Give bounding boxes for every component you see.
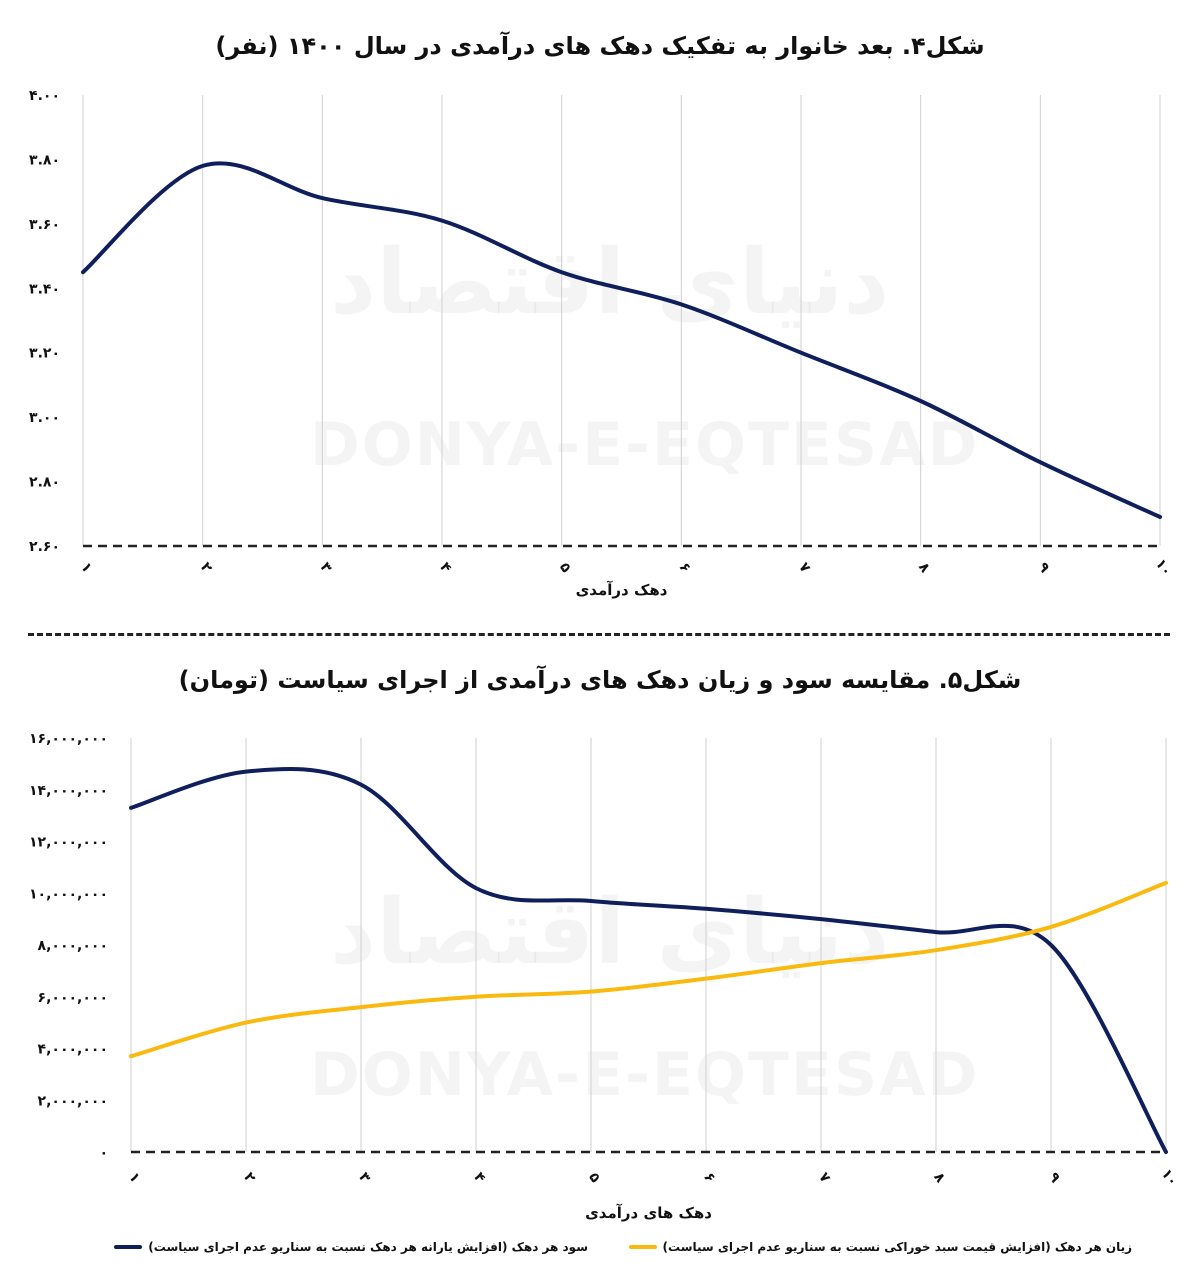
legend-swatch-loss bbox=[628, 1245, 657, 1249]
chart1-y-tick-label: ۲.۸۰ bbox=[29, 475, 60, 491]
chart1-series-line-0 bbox=[81, 161, 1162, 519]
chart2-series-line-0 bbox=[129, 766, 1168, 1154]
chart2-y-tick-label: ۶,۰۰۰,۰۰۰ bbox=[38, 990, 108, 1006]
chart1-household-size: ۲.۶۰۲.۸۰۳.۰۰۳.۲۰۳.۴۰۳.۶۰۳.۸۰۴.۰۰۱ ۲ ۳ ۴ ۵ ۶ ۷ ۸… bbox=[29, 88, 1175, 599]
chart2-x-tick-label: ۳ bbox=[355, 1170, 373, 1187]
section-divider bbox=[28, 633, 1170, 636]
chart1-y-tick-label: ۴.۰۰ bbox=[29, 88, 60, 104]
legend-label-loss: زیان هر دهک (افزایش قیمت سبد خوراکی نسبت… bbox=[662, 1240, 1133, 1254]
chart2-x-axis-title: دهک های درآمدی bbox=[585, 1204, 712, 1222]
chart2-y-tick-label: ۱۲,۰۰۰,۰۰۰ bbox=[29, 835, 108, 851]
chart1-y-tick-label: ۳.۶۰ bbox=[29, 217, 60, 233]
chart2-series-line-1 bbox=[129, 880, 1168, 1059]
chart1-y-tick-label: ۲.۶۰ bbox=[29, 539, 60, 555]
watermark-persian: دنیای اقتصاد bbox=[330, 230, 890, 335]
chart2-x-tick-label: ۲ bbox=[240, 1170, 258, 1187]
legend-item-loss: زیان هر دهک (افزایش قیمت سبد خوراکی نسبت… bbox=[628, 1240, 1133, 1254]
chart2-x-tick-label: ۱۰ bbox=[1158, 1166, 1181, 1189]
chart1-y-tick-label: ۳.۸۰ bbox=[29, 152, 60, 168]
legend-label-profit: سود هر دهک (افزایش یارانه هر دهک نسبت به… bbox=[148, 1240, 588, 1254]
chart2-title: شکل۵. مقایسه سود و زیان دهک های درآمدی ا… bbox=[178, 666, 1022, 694]
chart2-x-tick-label: ۴ bbox=[470, 1170, 488, 1187]
chart2-y-tick-label: ۰ bbox=[99, 1145, 108, 1161]
chart2-x-tick-label: ۸ bbox=[930, 1170, 948, 1187]
watermark-latin: DONYA-E-EQTESAD bbox=[310, 410, 979, 480]
chart2-y-tick-label: ۱۴,۰۰۰,۰۰۰ bbox=[29, 783, 108, 799]
chart2-x-tick-label: ۱ bbox=[125, 1170, 143, 1186]
chart2-y-tick-label: ۲,۰۰۰,۰۰۰ bbox=[38, 1093, 108, 1109]
legend-swatch-profit bbox=[114, 1245, 143, 1249]
chart2-x-tick-label: ۹ bbox=[1045, 1170, 1063, 1187]
chart2-x-tick-label: ۶ bbox=[700, 1170, 718, 1186]
chart2-y-tick-label: ۴,۰۰۰,۰۰۰ bbox=[38, 1042, 108, 1058]
chart1-x-axis-title: دهک درآمدی bbox=[576, 581, 668, 599]
chart1-y-tick-label: ۳.۲۰ bbox=[29, 346, 60, 362]
chart1-y-tick-label: ۳.۴۰ bbox=[29, 281, 60, 297]
chart2-x-tick-label: ۷ bbox=[815, 1170, 833, 1187]
chart2-y-tick-label: ۱۰,۰۰۰,۰۰۰ bbox=[29, 886, 108, 902]
chart1-title: شکل۴. بعد خانوار به تفکیک دهک های درآمدی… bbox=[215, 32, 985, 60]
chart1-y-tick-label: ۳.۰۰ bbox=[29, 410, 60, 426]
legend-item-profit: سود هر دهک (افزایش یارانه هر دهک نسبت به… bbox=[114, 1240, 588, 1254]
chart2-y-tick-label: ۱۶,۰۰۰,۰۰۰ bbox=[29, 731, 108, 747]
chart2-x-tick-label: ۵ bbox=[585, 1170, 603, 1187]
chart2-y-tick-label: ۸,۰۰۰,۰۰۰ bbox=[38, 938, 108, 954]
watermark-latin-2: DONYA-E-EQTESAD bbox=[310, 1040, 979, 1110]
